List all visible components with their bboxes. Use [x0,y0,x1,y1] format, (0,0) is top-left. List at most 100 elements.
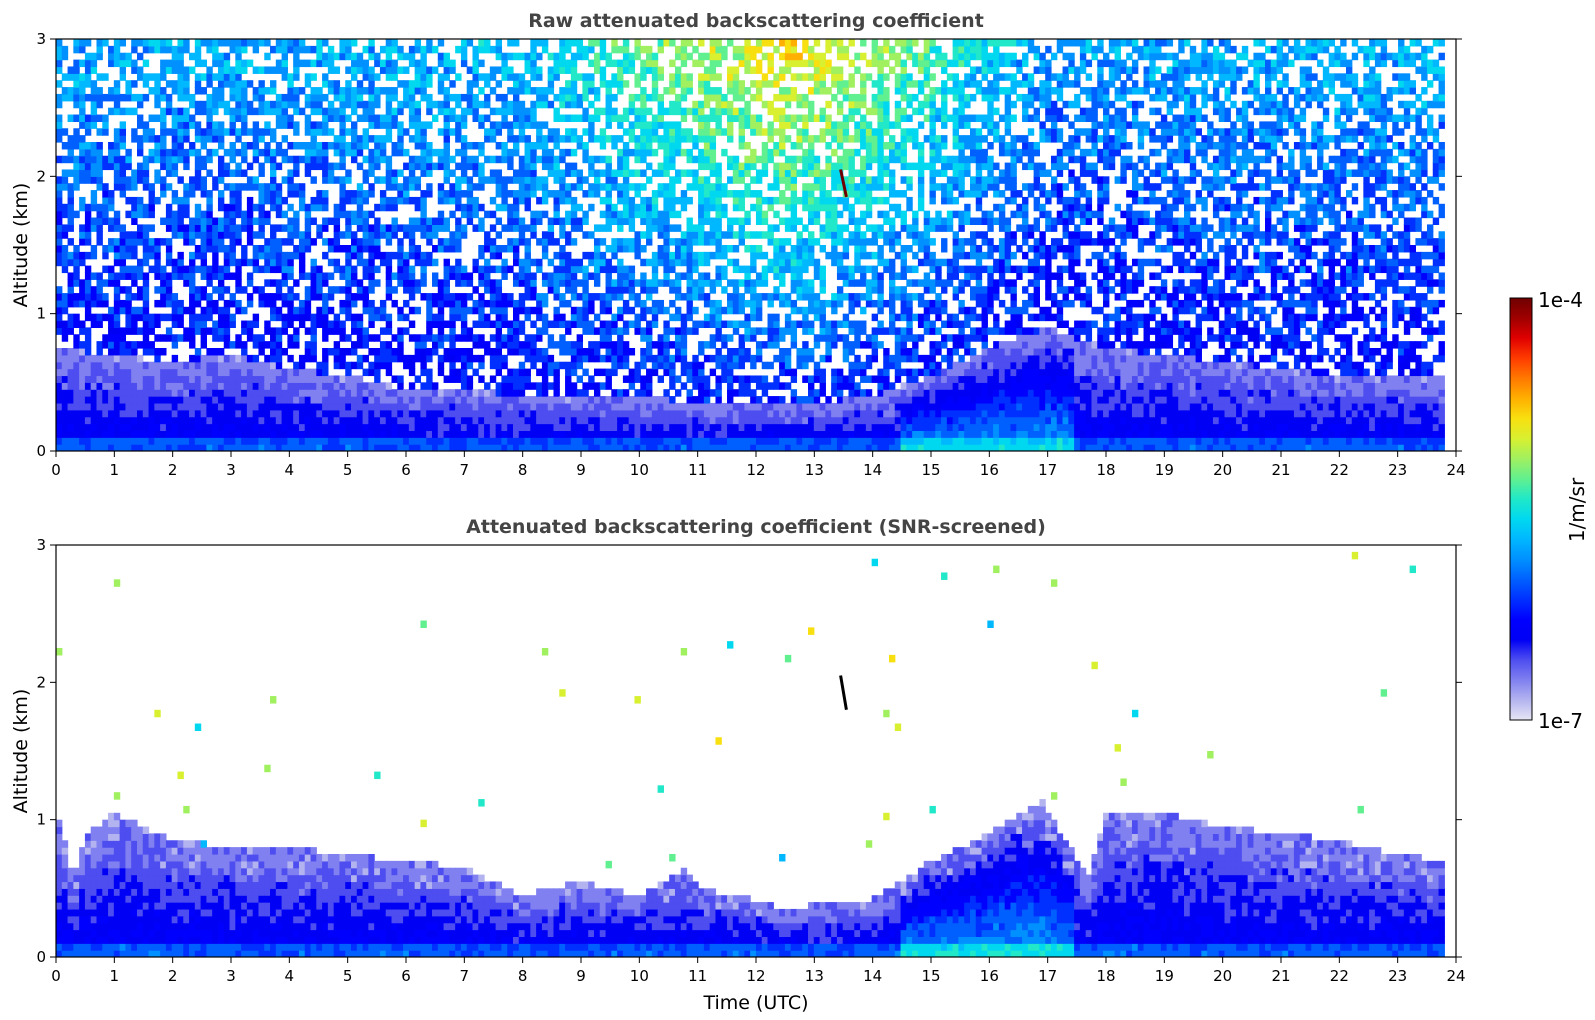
heatmap-cell [264,320,271,328]
heatmap-cell [316,416,323,425]
heatmap-cell [686,128,693,136]
heatmap-cell [84,437,92,445]
heatmap-cell [489,224,497,232]
heatmap-cell [524,80,531,88]
heatmap-cell [512,217,520,225]
heatmap-cell [553,251,560,260]
heatmap-cell [599,416,607,425]
heatmap-cell [646,52,653,61]
heatmap-cell [258,416,265,425]
heatmap-cell [478,251,485,260]
heatmap-cell [131,368,138,377]
heatmap-cell [541,245,549,253]
heatmap-cell [322,430,329,438]
heatmap-cell [90,423,98,431]
heatmap-cell [657,39,664,47]
heatmap-cell [686,245,693,253]
heatmap-cell [715,265,722,274]
heatmap-cell [258,402,265,411]
heatmap-cell [287,341,294,349]
heatmap-cell [67,354,74,363]
heatmap-cell [536,93,543,102]
heatmap-cell [160,183,167,191]
heatmap-cell [79,114,86,122]
heatmap-cell [437,245,445,253]
heatmap-cell [460,306,468,315]
heatmap-cell [339,423,346,431]
heatmap-cell [512,409,520,418]
heatmap-cell [466,190,474,198]
heatmap-cell [472,320,479,328]
heatmap-cell [142,73,150,81]
heatmap-cell [651,135,659,143]
heatmap-cell [194,155,202,164]
heatmap-cell [524,409,531,418]
heatmap-cell [663,224,670,232]
heatmap-cell [455,279,462,287]
heatmap-cell [385,286,393,294]
heatmap-cell [478,402,485,411]
heatmap-cell [680,196,688,205]
heatmap-cell [333,210,341,219]
heatmap-cell [617,196,624,205]
heatmap-cell [212,306,219,315]
heatmap-cell [588,272,595,280]
heatmap-cell [287,272,294,280]
heatmap-cell [73,430,80,438]
heatmap-cell [264,416,271,425]
heatmap-cell [194,39,202,47]
heatmap-cell [397,279,404,287]
heatmap-cell [154,265,161,274]
heatmap-cell [270,265,277,274]
heatmap-cell [194,231,202,239]
heatmap-cell [507,409,514,418]
heatmap-cell [605,334,612,342]
heatmap-cell [304,437,312,445]
heatmap-cell [518,279,526,287]
heatmap-cell [252,402,260,411]
heatmap-cell [443,416,450,425]
heatmap-cell [512,142,520,150]
heatmap-cell [640,121,647,129]
heatmap-cell [646,396,653,404]
heatmap-cell [171,265,179,274]
heatmap-cell [599,169,607,177]
heatmap-cell [142,306,150,315]
heatmap-cell [588,155,595,164]
heatmap-cell [183,148,190,157]
heatmap-cell [206,402,213,411]
heatmap-cell [732,389,740,397]
heatmap-cell [206,348,213,356]
heatmap-cell [698,444,705,451]
heatmap-cell [235,402,242,411]
heatmap-cell [368,107,375,116]
heatmap-cell [634,210,641,219]
heatmap-cell [212,354,219,363]
heatmap-cell [512,272,520,280]
heatmap-cell [333,430,341,438]
heatmap-cell [293,306,300,315]
heatmap-cell [351,444,358,451]
heatmap-cell [73,258,80,267]
heatmap-cell [524,382,531,390]
heatmap-cell [287,224,294,232]
heatmap-cell [721,341,728,349]
heatmap-cell [171,210,179,219]
heatmap-cell [90,402,98,411]
heatmap-cell [119,231,127,239]
heatmap-cell [472,430,479,438]
heatmap-cell [235,196,242,205]
heatmap-cell [304,286,312,294]
heatmap-cell [160,107,167,116]
heatmap-cell [217,176,225,184]
heatmap-cell [264,382,271,390]
heatmap-cell [674,176,682,184]
heatmap-cell [345,375,352,383]
heatmap-cell [727,382,734,390]
heatmap-cell [154,93,161,102]
heatmap-cell [298,382,306,390]
heatmap-cell [322,279,329,287]
heatmap-cell [316,142,323,150]
heatmap-cell [588,135,595,143]
heatmap-cell [189,416,196,425]
